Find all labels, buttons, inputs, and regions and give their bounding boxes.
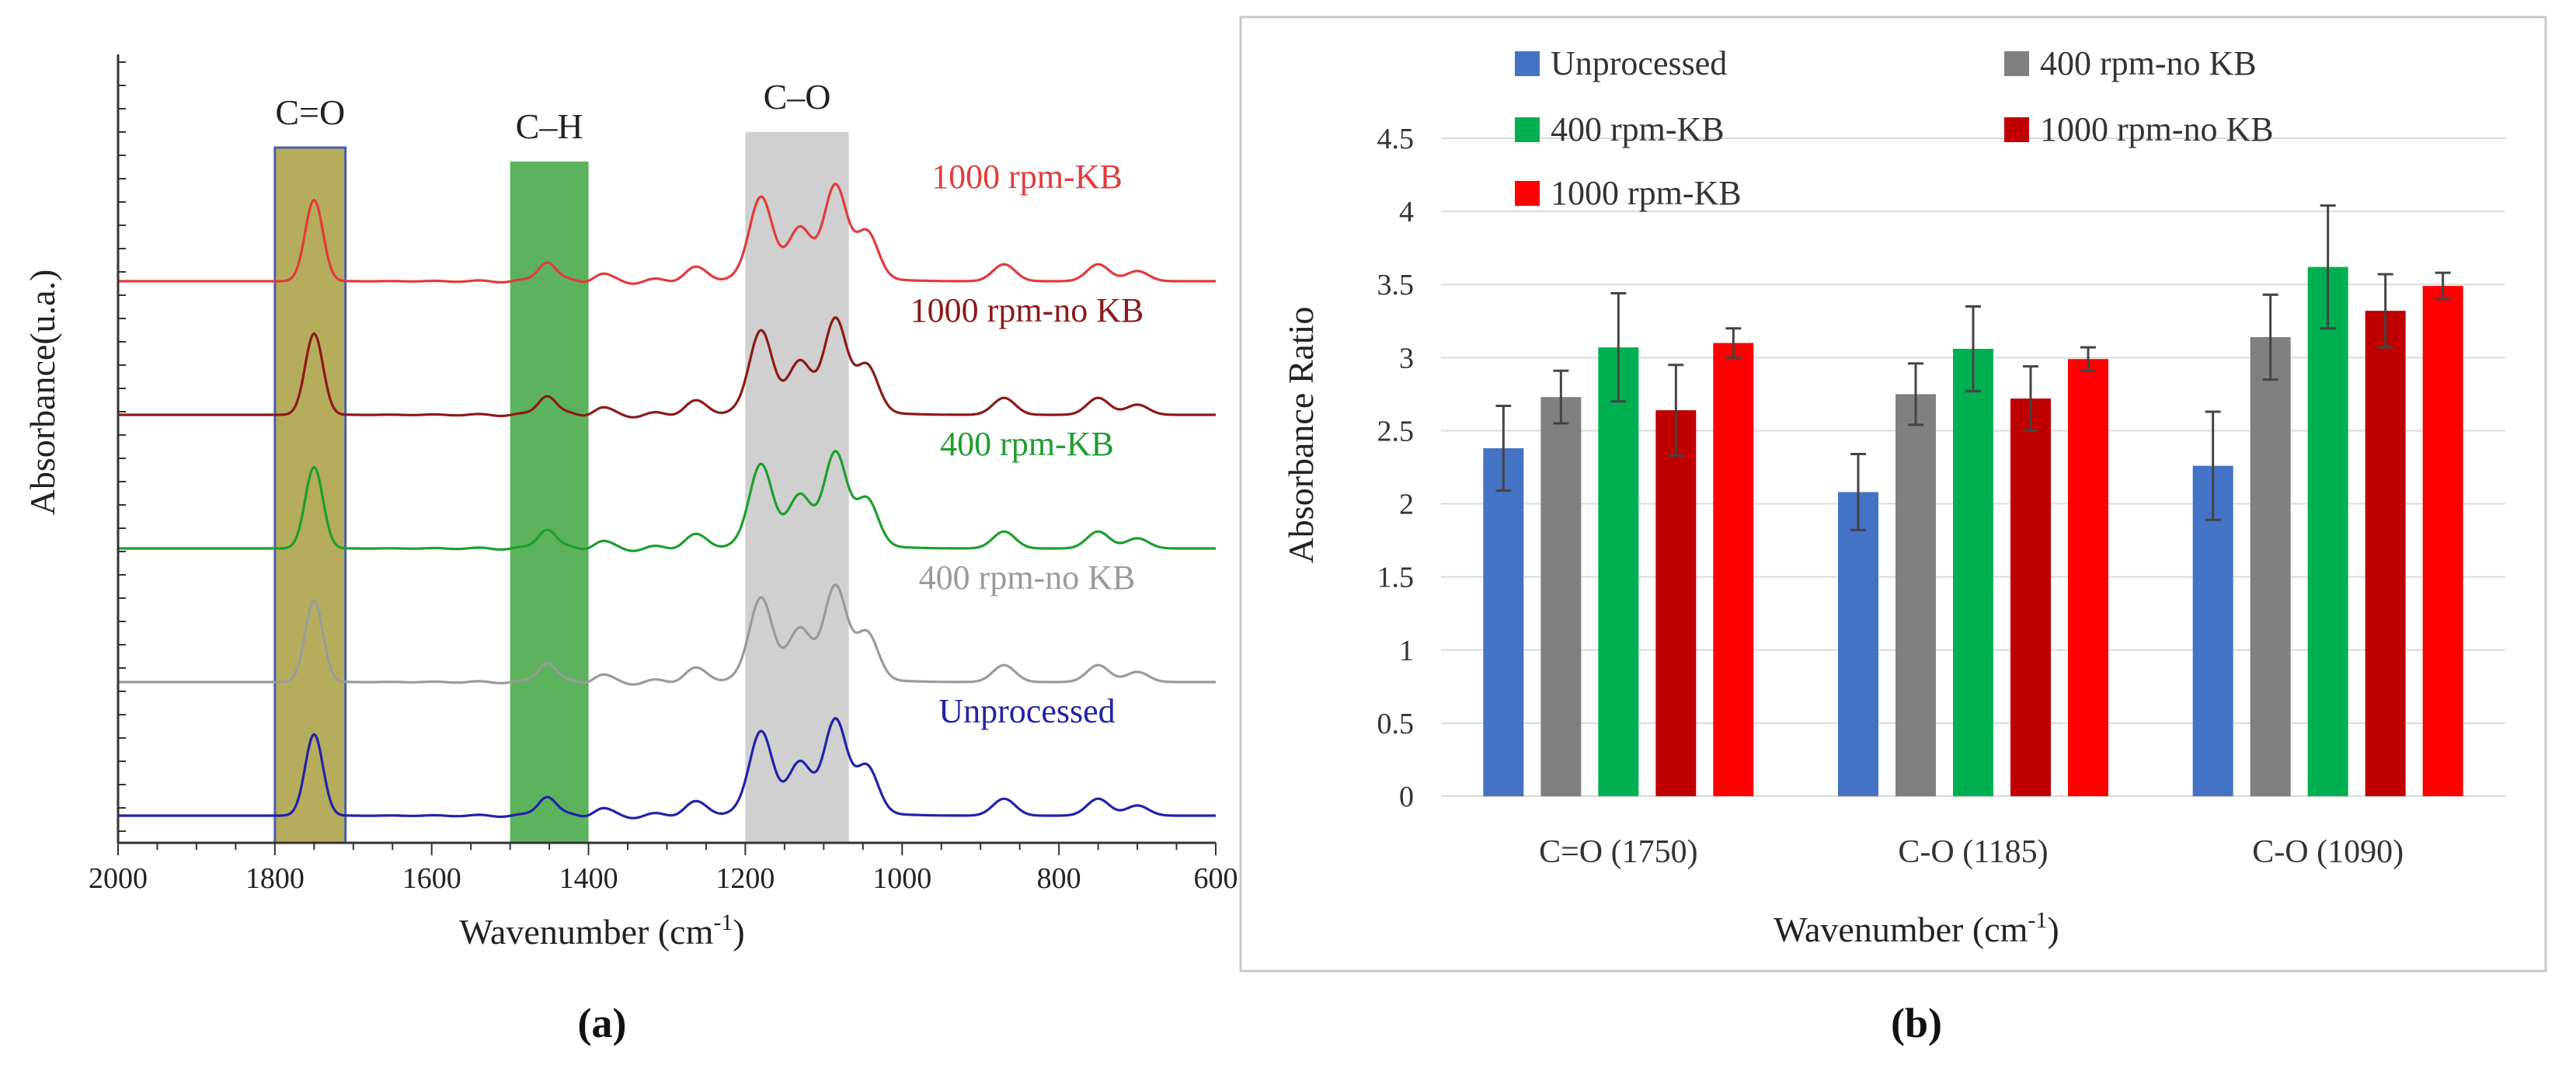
band-c-h [510, 162, 589, 843]
panel-b-category-label: C-O (1090) [2252, 834, 2404, 870]
panel-a-x-tick-label: 1800 [245, 862, 305, 895]
spectrum-line-1000-rpm-no-kb [118, 316, 1216, 419]
series-label-1000-rpm-no-kb: 1000 rpm-no KB [910, 291, 1144, 329]
bar-1000-rpm-kb-c-o-1090 [2422, 286, 2463, 796]
panel-b-bar-chart: 0 0.5 1 1.5 2 2.5 3 3.5 4 4.5 C=O (1750) C-O (1185… [1239, 16, 2547, 1046]
panel-b-x-axis-label: Wavenumber (cm-1) [1774, 907, 2059, 949]
panel-b-y-tick-label: 2 [1399, 489, 1414, 521]
panel-a-x-tick-label: 1400 [559, 862, 618, 895]
bar-400-rpm-kb-c-o-1090 [2307, 266, 2348, 796]
panel-b-y-axis-label: Absorbance Ratio [1281, 307, 1321, 564]
legend-label-1000-rpm-kb: 1000 rpm-KB [1551, 174, 1742, 212]
bar-1000-rpm-no-kb-c-o-1750 [1655, 410, 1697, 796]
panel-b-frame [1239, 16, 2547, 973]
band-label-c-o: C=O [275, 92, 345, 132]
panel-a-y-axis-label: Absorbance(u.a.) [23, 270, 62, 516]
legend-swatch-1000-rpm-kb [1515, 181, 1540, 206]
legend-swatch-1000-rpm-no-kb [2004, 117, 2029, 142]
panel-b-y-tick-label: 0 [1399, 781, 1414, 813]
bar-1000-rpm-no-kb-c-o-1185 [2010, 399, 2051, 796]
panel-b-y-tick-labels: 0 0.5 1 1.5 2 2.5 3 3.5 4 4.5 [1377, 123, 1415, 813]
legend-swatch-400-rpm-kb [1515, 117, 1540, 142]
series-label-1000-rpm-kb: 1000 rpm-KB [931, 158, 1123, 196]
bar-unprocessed-c-o-1185 [1838, 492, 1878, 796]
panel-b-y-tick-label: 1.5 [1377, 562, 1415, 594]
panel-b-y-tick-label: 0.5 [1377, 708, 1415, 740]
series-label-unprocessed: Unprocessed [938, 692, 1115, 730]
band-c-o [745, 132, 849, 843]
bar-400-rpm-kb-c-o-1185 [1953, 349, 1993, 796]
panel-a-y-ticks [118, 61, 126, 832]
legend-label-400-rpm-kb: 400 rpm-KB [1551, 110, 1725, 148]
panel-a-x-tick-label: 2000 [89, 862, 148, 895]
panel-a-x-tick-label: 1200 [715, 862, 775, 895]
panel-b-y-tick-label: 1 [1399, 635, 1414, 667]
band-label-c-o: C–O [764, 77, 831, 117]
spectrum-line-unprocessed [118, 717, 1216, 820]
panel-b-category-labels: C=O (1750) C-O (1185) C-O (1090) [1539, 834, 2404, 870]
panel-a-x-ticks: 2000 1800 1600 1400 1200 1000 800 600 [89, 843, 1238, 895]
absorption-bands: C=O C–H C–O [273, 77, 849, 844]
legend-swatch-400-rpm-no-kb [2004, 51, 2029, 76]
bar-400-rpm-no-kb-c-o-1185 [1895, 394, 1936, 796]
panel-b-y-tick-label: 3.5 [1377, 269, 1415, 301]
panel-b-y-tick-label: 4 [1399, 196, 1414, 228]
band-c-o [273, 146, 347, 844]
panel-a-x-axis-label: Wavenumber (cm-1) [459, 910, 744, 952]
series-label-400-rpm-no-kb: 400 rpm-no KB [919, 559, 1136, 597]
bar-1000-rpm-kb-c-o-1185 [2068, 359, 2108, 796]
panel-b-y-tick-label: 3 [1399, 342, 1414, 374]
panel-a-x-tick-label: 800 [1037, 862, 1081, 895]
spectra-lines: 1000 rpm-KB 1000 rpm-no KB 400 rpm-KB 400 r… [118, 158, 1216, 820]
panel-b-legend: Unprocessed 400 rpm-no KB 400 rpm-KB 1000 r… [1515, 44, 2274, 212]
bar-400-rpm-no-kb-c-o-1090 [2250, 336, 2291, 797]
series-label-400-rpm-kb: 400 rpm-KB [940, 425, 1114, 463]
panel-a-x-tick-label: 600 [1194, 862, 1238, 895]
panel-a-ftir-spectra: C=O C–H C–O 1000 rpm-KB 1000 rpm-no KB 400 r… [23, 54, 1238, 1046]
spectrum-line-400-rpm-no-kb [118, 583, 1216, 686]
panel-b-y-tick-label: 4.5 [1377, 123, 1415, 155]
spectrum-line-1000-rpm-kb [118, 183, 1216, 285]
band-label-c-h: C–H [516, 106, 583, 146]
panel-b-y-tick-label: 2.5 [1377, 415, 1415, 447]
bar-1000-rpm-kb-c-o-1750 [1713, 343, 1754, 796]
bar-400-rpm-kb-c-o-1750 [1598, 347, 1639, 796]
spectrum-line-400-rpm-kb [118, 450, 1216, 552]
panel-a-x-tick-label: 1600 [402, 862, 461, 895]
legend-label-1000-rpm-no-kb: 1000 rpm-no KB [2040, 110, 2274, 148]
legend-label-400-rpm-no-kb: 400 rpm-no KB [2040, 44, 2257, 82]
panel-b-category-label: C=O (1750) [1539, 834, 1698, 870]
panel-a-x-tick-label: 1000 [872, 862, 931, 895]
panel-b-label: (b) [1891, 1000, 1942, 1046]
bar-1000-rpm-no-kb-c-o-1090 [2365, 311, 2406, 796]
panel-a-label: (a) [578, 1000, 627, 1046]
panel-b-bars [1483, 266, 2463, 797]
legend-swatch-unprocessed [1515, 51, 1540, 76]
bar-400-rpm-no-kb-c-o-1750 [1540, 397, 1582, 796]
panel-b-error-bars [1495, 204, 2451, 531]
legend-label-unprocessed: Unprocessed [1551, 44, 1727, 82]
panel-b-category-label: C-O (1185) [1898, 834, 2048, 870]
bar-unprocessed-c-o-1750 [1483, 448, 1524, 796]
